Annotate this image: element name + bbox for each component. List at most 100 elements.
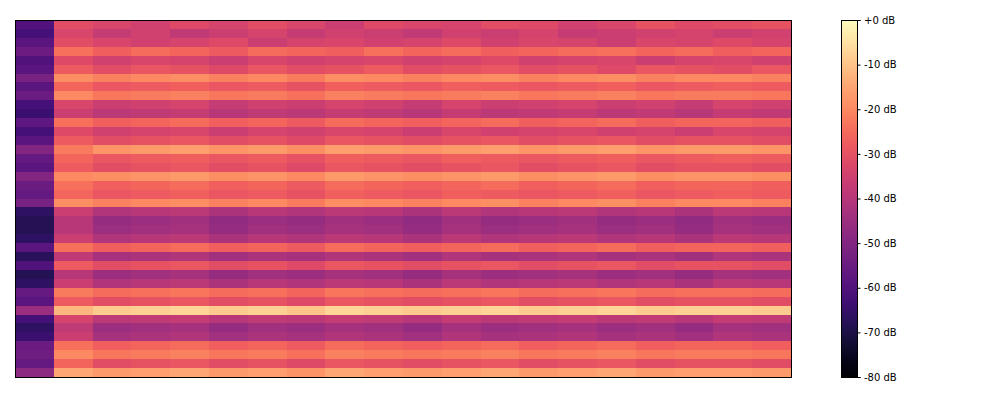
- heatmap-cell: [597, 91, 636, 101]
- heatmap-cell: [403, 207, 442, 217]
- heatmap-cell: [170, 297, 209, 307]
- heatmap-cell: [558, 279, 597, 289]
- heatmap-cell: [597, 118, 636, 128]
- heatmap-cell: [131, 20, 170, 30]
- heatmap-cell: [248, 216, 287, 226]
- heatmap-cell: [364, 279, 403, 289]
- heatmap-cell: [170, 172, 209, 182]
- heatmap-cell: [170, 332, 209, 342]
- heatmap-cell: [131, 225, 170, 235]
- heatmap-cell: [170, 279, 209, 289]
- heatmap-cell: [481, 216, 520, 226]
- heatmap-cell: [54, 252, 93, 262]
- colorbar-tick: -40 dB: [857, 193, 897, 204]
- heatmap-cell: [209, 181, 248, 191]
- heatmap-cell: [364, 332, 403, 342]
- heatmap-cell: [248, 297, 287, 307]
- heatmap-cell: [403, 315, 442, 325]
- heatmap-cell: [54, 243, 93, 253]
- heatmap-cell: [287, 323, 326, 333]
- heatmap-cell: [519, 100, 558, 110]
- heatmap-cell: [93, 350, 132, 360]
- heatmap-cell: [442, 199, 481, 209]
- colorbar-axis: +0 dB-10 dB-20 dB-30 dB-40 dB-50 dB-60 d…: [857, 15, 897, 383]
- heatmap-cell: [713, 243, 752, 253]
- heatmap-cell: [287, 118, 326, 128]
- heatmap-cell: [403, 190, 442, 200]
- heatmap-cell: [364, 109, 403, 119]
- heatmap-cell: [131, 297, 170, 307]
- heatmap-cell: [752, 225, 791, 235]
- heatmap-cell: [287, 136, 326, 146]
- heatmap-cell: [636, 190, 675, 200]
- heatmap-cell: [209, 127, 248, 137]
- heatmap-cell: [403, 270, 442, 280]
- heatmap-cell: [209, 350, 248, 360]
- heatmap-cell: [636, 270, 675, 280]
- heatmap-cell: [442, 181, 481, 191]
- heatmap-cell: [54, 163, 93, 173]
- heatmap-cell: [519, 315, 558, 325]
- heatmap-cell: [15, 297, 54, 307]
- heatmap-cell: [713, 207, 752, 217]
- heatmap-cell: [248, 47, 287, 57]
- heatmap-cell: [481, 65, 520, 75]
- heatmap-cell: [481, 47, 520, 57]
- heatmap-cell: [675, 172, 714, 182]
- heatmap-cell: [54, 181, 93, 191]
- heatmap-cell: [752, 350, 791, 360]
- heatmap-cell: [558, 172, 597, 182]
- heatmap-cell: [597, 306, 636, 316]
- heatmap-cell: [170, 234, 209, 244]
- heatmap-cell: [675, 234, 714, 244]
- heatmap-cell: [209, 207, 248, 217]
- heatmap-cell: [287, 56, 326, 66]
- heatmap-cell: [675, 154, 714, 164]
- heatmap-cell: [558, 234, 597, 244]
- heatmap-cell: [558, 207, 597, 217]
- heatmap-cell: [15, 199, 54, 209]
- heatmap-cell: [597, 172, 636, 182]
- heatmap-cell: [519, 243, 558, 253]
- heatmap-cell: [325, 118, 364, 128]
- heatmap-cell: [248, 154, 287, 164]
- heatmap-cell: [481, 288, 520, 298]
- heatmap-cell: [481, 172, 520, 182]
- heatmap-cell: [15, 234, 54, 244]
- colorbar-tick: -80 dB: [857, 372, 897, 383]
- heatmap-cell: [519, 56, 558, 66]
- heatmap-cell: [519, 216, 558, 226]
- heatmap-cell: [325, 100, 364, 110]
- heatmap-cell: [403, 56, 442, 66]
- heatmap-cell: [364, 154, 403, 164]
- heatmap-cell: [558, 288, 597, 298]
- heatmap-cell: [636, 341, 675, 351]
- heatmap-cell: [93, 163, 132, 173]
- heatmap-cell: [131, 359, 170, 369]
- heatmap-cell: [248, 56, 287, 66]
- heatmap-cell: [752, 127, 791, 137]
- heatmap-cell: [170, 154, 209, 164]
- heatmap-cell: [287, 297, 326, 307]
- heatmap-cell: [713, 136, 752, 146]
- plot-frame: [15, 20, 791, 377]
- heatmap-cell: [209, 243, 248, 253]
- colorbar-tick-label: -30 dB: [864, 149, 897, 160]
- heatmap-cell: [636, 38, 675, 48]
- heatmap-cell: [54, 91, 93, 101]
- heatmap-cell: [170, 118, 209, 128]
- heatmap-cell: [248, 315, 287, 325]
- heatmap-cell: [403, 252, 442, 262]
- heatmap-cell: [752, 288, 791, 298]
- heatmap-cell: [597, 279, 636, 289]
- heatmap-cell: [713, 234, 752, 244]
- heatmap-cell: [287, 181, 326, 191]
- heatmap-cell: [675, 145, 714, 155]
- colorbar-tick: -10 dB: [857, 59, 897, 70]
- heatmap-cell: [15, 172, 54, 182]
- heatmap-cell: [442, 20, 481, 30]
- heatmap-cell: [325, 207, 364, 217]
- heatmap-cell: [248, 65, 287, 75]
- heatmap-cell: [325, 154, 364, 164]
- heatmap-cell: [54, 118, 93, 128]
